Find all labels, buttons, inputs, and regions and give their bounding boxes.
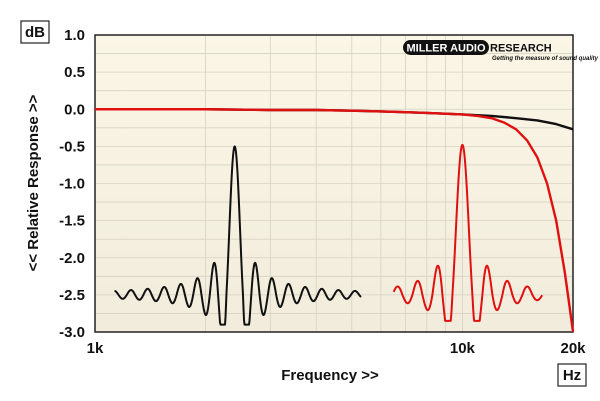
y-tick-label: -3.0 [59, 324, 85, 341]
impulse-insets [114, 144, 544, 326]
series-group [95, 108, 575, 333]
brand-logo-text-a: MILLER AUDIO [406, 43, 485, 55]
plot-frame [94, 34, 574, 333]
x-tick-label: 1k [87, 340, 104, 357]
y-tick-label: -0.5 [59, 138, 85, 155]
y-unit-box: dB [20, 20, 50, 44]
y-tick-label: -2.0 [59, 250, 85, 267]
x-tick-label: 10k [450, 340, 476, 357]
brand-logo-text-b: RESEARCH [490, 43, 552, 55]
x-axis-title: Frequency >> [281, 367, 379, 384]
y-tick-label: 0.0 [64, 101, 85, 118]
y-tick-label: -1.0 [59, 176, 85, 193]
y-axis-title: << Relative Response >> [25, 94, 42, 271]
impulse-trace-2 [392, 144, 544, 322]
y-tick-labels: 1.0 0.5 0.0 -0.5 -1.0 -1.5 -2.0 -2.5 -3.0 [59, 27, 85, 341]
y-tick-label: -1.5 [59, 213, 85, 230]
brand-tagline: Getting the measure of sound quality [492, 56, 599, 62]
brand-logo-badge [403, 40, 489, 55]
y-tick-label: 0.5 [64, 64, 85, 81]
x-unit-label: Hz [563, 367, 581, 384]
brand-logo: MILLER AUDIO RESEARCH Getting the measur… [403, 40, 599, 62]
series-line-2 [95, 108, 575, 333]
impulse-trace-1 [114, 145, 362, 326]
y-unit-label: dB [25, 24, 45, 41]
y-tick-label: -2.5 [59, 287, 85, 304]
y-tick-label: 1.0 [64, 27, 85, 44]
x-tick-label: 20k [560, 340, 586, 357]
x-unit-box: Hz [557, 363, 587, 387]
x-tick-labels: 1k 10k 20k [87, 340, 587, 357]
